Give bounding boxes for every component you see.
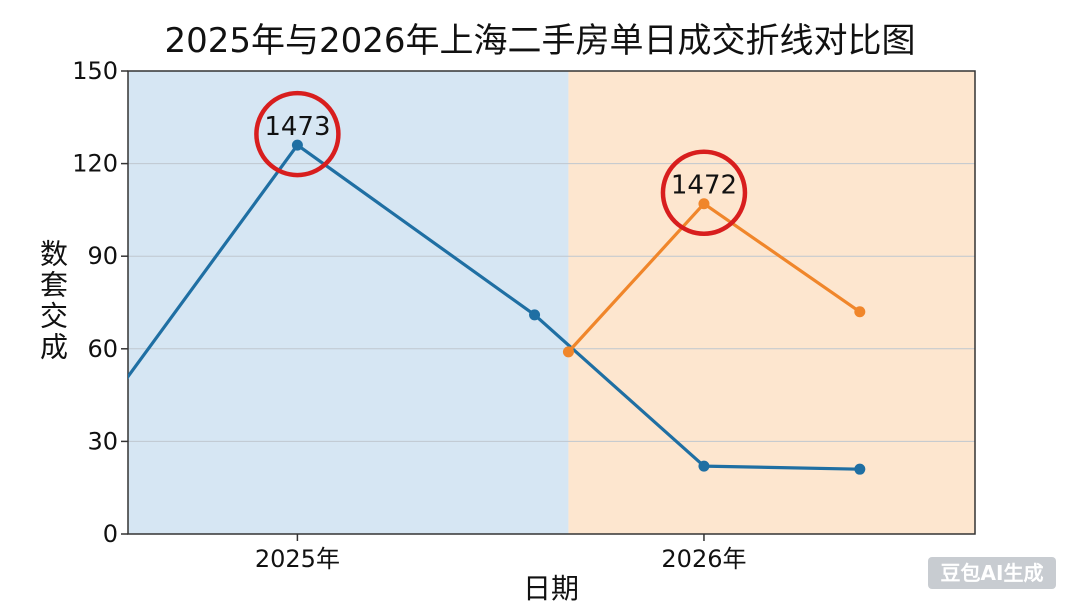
x-ticks: 2025年 2026年 (255, 534, 746, 573)
data-point (854, 463, 866, 475)
y-tick-label: 90 (87, 242, 118, 270)
data-point (529, 309, 541, 321)
annotation-label-0: 1473 (264, 112, 330, 142)
series-1 (562, 198, 866, 358)
data-point (291, 139, 303, 151)
y-tick-label: 120 (72, 150, 118, 178)
x-tick-label: 2025年 (255, 545, 340, 573)
series-0 (128, 139, 866, 475)
y-ticks: 0 30 60 90 120 150 (72, 57, 128, 548)
y-tick-label: 60 (87, 335, 118, 363)
data-point (562, 346, 574, 358)
x-tick-label: 2026年 (661, 545, 746, 573)
watermark: 豆包AI生成 (928, 557, 1056, 589)
y-tick-label: 150 (72, 57, 118, 85)
data-point (854, 306, 866, 318)
background-region-1 (568, 71, 975, 534)
chart-title: 2025年与2026年上海二手房单日成交折线对比图 (164, 21, 915, 61)
annotation-circle-1 (660, 149, 748, 236)
annotation-circle-0 (254, 90, 341, 178)
background-regions (128, 71, 975, 534)
series (128, 139, 866, 475)
watermark-text: 豆包AI生成 (941, 561, 1044, 585)
annotations: 1473 1472 (254, 90, 748, 236)
plot-frame (127, 70, 976, 535)
x-axis-label: 日期 (523, 572, 579, 605)
y-tick-label: 0 (103, 520, 118, 548)
background-region-0 (128, 71, 569, 534)
data-point (698, 460, 710, 472)
annotation-label-1: 1472 (671, 171, 737, 201)
data-point (698, 198, 710, 210)
y-tick-label: 30 (87, 427, 118, 455)
y-axis-label: 数套交成 (40, 238, 68, 364)
